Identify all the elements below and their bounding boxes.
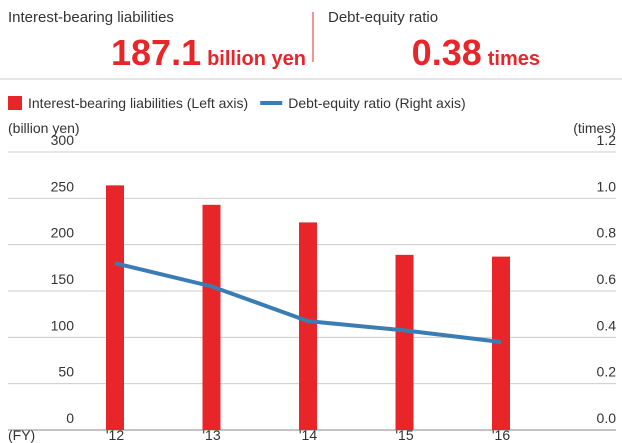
y2-tick-label: 0.4 <box>597 317 617 333</box>
bar <box>106 185 124 430</box>
header-unit: times <box>488 48 540 70</box>
header-number: 0.38 <box>412 32 482 73</box>
y2-tick-label: 0.2 <box>597 364 617 380</box>
y-tick-label: 100 <box>51 317 75 333</box>
x-axis-label: (FY) <box>8 427 35 443</box>
x-tick-label: '14 <box>299 427 317 443</box>
x-tick-label: '15 <box>395 427 413 443</box>
y-tick-label: 200 <box>51 225 75 241</box>
bar <box>202 204 221 430</box>
header-label: Debt-equity ratio <box>328 9 438 26</box>
y-tick-label: 150 <box>51 271 75 287</box>
legend-label: Debt-equity ratio (Right axis) <box>288 95 465 111</box>
y2-tick-label: 0.0 <box>597 410 617 426</box>
y-axis-label: (billion yen) <box>8 120 80 136</box>
bar <box>299 222 317 430</box>
y2-tick-label: 1.2 <box>597 132 617 148</box>
y-tick-label: 250 <box>51 178 75 194</box>
y-tick-label: 50 <box>58 364 74 380</box>
header-number: 187.1 <box>111 32 201 73</box>
legend-swatch <box>8 96 22 110</box>
x-tick-label: '16 <box>492 427 510 443</box>
line <box>114 261 502 344</box>
y2-tick-label: 0.6 <box>597 271 617 287</box>
y2-tick-label: 1.0 <box>597 178 617 194</box>
y-tick-label: 0 <box>66 410 74 426</box>
legend-label: Interest-bearing liabilities (Left axis) <box>28 95 248 111</box>
y2-axis-label: (times) <box>573 120 616 136</box>
x-tick-label: '13 <box>202 427 220 443</box>
bar <box>492 256 510 430</box>
x-tick-label: '12 <box>106 427 124 443</box>
header-value: 0.38 times <box>412 32 540 73</box>
y-tick-label: 300 <box>51 132 75 148</box>
y2-tick-label: 0.8 <box>597 225 617 241</box>
header-unit: billion yen <box>207 48 306 70</box>
bar <box>395 254 414 430</box>
header-label: Interest-bearing liabilities <box>8 9 174 26</box>
header-value: 187.1 billion yen <box>111 32 306 73</box>
